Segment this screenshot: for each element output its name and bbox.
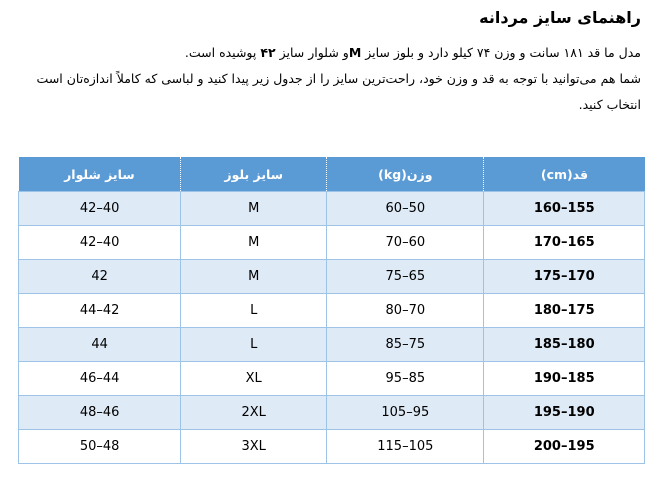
cell-weight: 75–85 [326,327,485,362]
text: و شلوار سایز [275,45,349,60]
cell-pants-size: 46–48 [17,395,182,430]
size-table: قد(cm) وزن(kg) سایز بلوز سایز شلوار 155–160… [17,157,645,464]
cell-blouse-size: 3XL [180,429,328,464]
cell-pants-size: 48–50 [17,429,182,464]
table-row: 185–190 85–95 XL 44–46 [17,361,645,396]
cell-height: 155–160 [483,191,645,226]
header-weight: وزن(kg) [326,157,484,192]
cell-height: 185–190 [483,361,645,396]
cell-weight: 85–95 [326,361,485,396]
table-row: 190–195 95–105 2XL 46–48 [17,395,645,430]
cell-pants-size: 42 [17,259,182,294]
table-row: 165–170 60–70 M 40–42 [17,225,645,260]
cell-pants-size: 40–42 [17,225,182,260]
cell-height: 190–195 [483,395,645,430]
cell-blouse-size: M [180,225,328,260]
table-row: 180–185 75–85 L 44 [17,327,645,362]
cell-weight: 60–70 [326,225,485,260]
cell-pants-size: 44 [17,327,182,362]
cell-weight: 70–80 [326,293,485,328]
cell-blouse-size: M [180,259,328,294]
cell-height: 180–185 [483,327,645,362]
page-title: راهنمای سایز مردانه [479,8,641,27]
text: مدل ما قد ۱۸۱ سانت و وزن ۷۴ کیلو دارد و … [361,45,641,60]
header-blouse-size: سایز بلوز [180,157,327,192]
cell-weight: 105–115 [326,429,485,464]
text: پوشیده است. [184,45,261,60]
cell-weight: 50–60 [326,191,485,226]
blouse-size: M [348,45,362,60]
pants-size: ۴۲ [260,45,276,60]
cell-blouse-size: XL [180,361,328,396]
cell-blouse-size: L [180,327,328,362]
cell-weight: 65–75 [326,259,485,294]
header-pants-size: سایز شلوار [18,157,181,192]
cell-weight: 95–105 [326,395,485,430]
cell-blouse-size: L [180,293,328,328]
table-row: 175–180 70–80 L 42–44 [17,293,645,328]
cell-pants-size: 40–42 [17,191,182,226]
table-row: 195–200 105–115 3XL 48–50 [17,429,645,464]
table-row: 170–175 65–75 M 42 [17,259,645,294]
cell-height: 170–175 [483,259,645,294]
instruction-line: شما هم می‌توانید با توجه به قد و وزن خود… [36,71,641,112]
header-height: قد(cm) [483,157,645,192]
cell-pants-size: 42–44 [17,293,182,328]
intro-paragraph: مدل ما قد ۱۸۱ سانت و وزن ۷۴ کیلو دارد و … [20,40,641,118]
cell-height: 195–200 [483,429,645,464]
cell-blouse-size: 2XL [180,395,328,430]
table-row: 155–160 50–60 M 40–42 [17,191,645,226]
cell-pants-size: 44–46 [17,361,182,396]
cell-blouse-size: M [180,191,328,226]
model-info-line: مدل ما قد ۱۸۱ سانت و وزن ۷۴ کیلو دارد و … [20,40,641,66]
cell-height: 165–170 [483,225,645,260]
cell-height: 175–180 [483,293,645,328]
